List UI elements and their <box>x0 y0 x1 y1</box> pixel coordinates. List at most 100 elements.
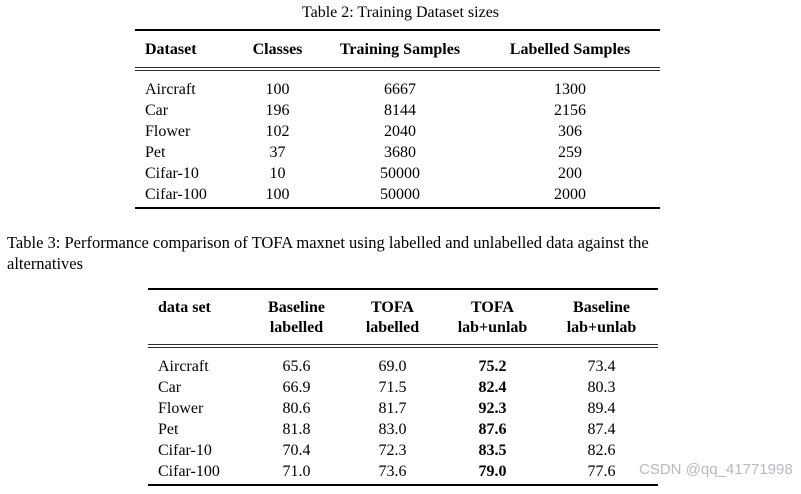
cell-labelled-samples: 2000 <box>554 186 586 203</box>
header-line: data set <box>158 299 211 316</box>
header-line: Baseline <box>573 299 630 316</box>
cell-baseline-labelled: 71.0 <box>282 463 311 480</box>
header-line: Baseline <box>268 299 325 316</box>
cell-baseline-lab-unlab: 73.4 <box>587 358 616 375</box>
cell-tofa-lab-unlab: 83.5 <box>478 442 507 459</box>
cell-dataset: Aircraft <box>145 81 196 98</box>
table-row: Aircraft 100 6667 1300 <box>135 79 660 100</box>
table-row: Car 66.9 71.5 82.4 80.3 <box>148 377 658 398</box>
cell-tofa-lab-unlab: 79.0 <box>478 463 507 480</box>
cell-dataset: Car <box>145 102 169 119</box>
cell-tofa-lab-unlab: 87.6 <box>478 421 507 438</box>
table-row: Flower 80.6 81.7 92.3 89.4 <box>148 398 658 419</box>
cell-training-samples: 6667 <box>384 81 416 98</box>
column-header-classes: Classes <box>252 41 303 58</box>
cell-data-set: Flower <box>158 400 204 417</box>
table2-header-row: Dataset Classes Training Samples Labelle… <box>135 39 660 61</box>
header-line: labelled <box>269 319 324 336</box>
header-line: lab+unlab <box>457 319 528 336</box>
cell-labelled-samples: 1300 <box>554 81 586 98</box>
column-header-dataset: Dataset <box>145 41 197 58</box>
cell-tofa-lab-unlab: 82.4 <box>478 379 507 396</box>
column-header-baseline-lab-unlab: Baseline lab+unlab <box>545 298 658 338</box>
table-row: Cifar-10 10 50000 200 <box>135 163 660 184</box>
cell-training-samples: 2040 <box>384 123 416 140</box>
cell-dataset: Cifar-100 <box>145 186 207 203</box>
cell-training-samples: 50000 <box>380 186 420 203</box>
table-row: Aircraft 65.6 69.0 75.2 73.4 <box>148 356 658 377</box>
column-header-baseline-labelled: Baseline labelled <box>248 298 345 338</box>
cell-classes: 102 <box>265 123 290 140</box>
table3-header-row: data set Baseline labelled TOFA labelled… <box>148 298 658 338</box>
cell-classes: 37 <box>269 144 286 161</box>
table-row: Pet 37 3680 259 <box>135 142 660 163</box>
cell-classes: 196 <box>265 102 290 119</box>
cell-dataset: Pet <box>145 144 166 161</box>
cell-classes: 100 <box>265 81 290 98</box>
cell-training-samples: 50000 <box>380 165 420 182</box>
cell-tofa-labelled: 71.5 <box>378 379 407 396</box>
cell-data-set: Cifar-10 <box>158 442 212 459</box>
header-line: TOFA <box>471 299 514 316</box>
cell-labelled-samples: 259 <box>558 144 582 161</box>
table3-bottom-rule <box>148 484 658 486</box>
cell-tofa-labelled: 69.0 <box>378 358 407 375</box>
table2-caption: Table 2: Training Dataset sizes <box>301 4 500 21</box>
cell-labelled-samples: 2156 <box>554 102 586 119</box>
cell-data-set: Aircraft <box>158 358 209 375</box>
cell-tofa-labelled: 72.3 <box>378 442 407 459</box>
table3-caption-line1: Table 3: Performance comparison of TOFA … <box>7 233 649 252</box>
column-header-training-samples: Training Samples <box>339 41 461 58</box>
column-header-tofa-labelled: TOFA labelled <box>345 298 440 338</box>
cell-baseline-labelled: 66.9 <box>282 379 311 396</box>
table-row: Car 196 8144 2156 <box>135 100 660 121</box>
table3-header-double-rule <box>148 344 658 348</box>
table3-caption-line2: alternatives <box>7 253 84 273</box>
table2-top-rule <box>135 29 660 31</box>
cell-training-samples: 8144 <box>384 102 416 119</box>
table2-bottom-rule <box>135 207 660 209</box>
cell-baseline-lab-unlab: 82.6 <box>587 442 616 459</box>
csdn-watermark: CSDN @qq_41771998 <box>639 461 793 478</box>
header-line: labelled <box>365 319 420 336</box>
cell-baseline-lab-unlab: 87.4 <box>587 421 616 438</box>
cell-data-set: Car <box>158 379 182 396</box>
cell-tofa-lab-unlab: 75.2 <box>478 358 507 375</box>
table3-caption: Table 3: Performance comparison of TOFA … <box>7 233 799 274</box>
cell-baseline-labelled: 81.8 <box>282 421 311 438</box>
cell-baseline-lab-unlab: 77.6 <box>587 463 616 480</box>
cell-baseline-labelled: 80.6 <box>282 400 311 417</box>
column-header-tofa-lab-unlab: TOFA lab+unlab <box>440 298 545 338</box>
cell-baseline-labelled: 65.6 <box>282 358 311 375</box>
cell-baseline-labelled: 70.4 <box>282 442 311 459</box>
table2-header-double-rule <box>135 67 660 71</box>
table3-performance-comparison: data set Baseline labelled TOFA labelled… <box>148 288 658 486</box>
table-row: Pet 81.8 83.0 87.6 87.4 <box>148 419 658 440</box>
table-row: Cifar-10 70.4 72.3 83.5 82.6 <box>148 440 658 461</box>
table2-body: Aircraft 100 6667 1300 Car 196 8144 2156… <box>135 79 660 205</box>
table3-top-rule <box>148 288 658 290</box>
header-line: lab+unlab <box>566 319 637 336</box>
cell-training-samples: 3680 <box>384 144 416 161</box>
cell-dataset: Cifar-10 <box>145 165 199 182</box>
column-header-data-set: data set <box>148 298 248 338</box>
table-row: Cifar-100 71.0 73.6 79.0 77.6 <box>148 461 658 482</box>
header-line: TOFA <box>371 299 414 316</box>
cell-baseline-lab-unlab: 89.4 <box>587 400 616 417</box>
cell-tofa-labelled: 83.0 <box>378 421 407 438</box>
cell-tofa-labelled: 81.7 <box>378 400 407 417</box>
cell-baseline-lab-unlab: 80.3 <box>587 379 616 396</box>
table2-training-dataset-sizes: Dataset Classes Training Samples Labelle… <box>135 29 660 209</box>
cell-labelled-samples: 200 <box>558 165 582 182</box>
column-header-labelled-samples: Labelled Samples <box>509 41 631 58</box>
table3-body: Aircraft 65.6 69.0 75.2 73.4 Car 66.9 71… <box>148 356 658 482</box>
cell-classes: 100 <box>265 186 290 203</box>
cell-tofa-labelled: 73.6 <box>378 463 407 480</box>
table-row: Flower 102 2040 306 <box>135 121 660 142</box>
cell-tofa-lab-unlab: 92.3 <box>478 400 507 417</box>
cell-data-set: Pet <box>158 421 179 438</box>
table-row: Cifar-100 100 50000 2000 <box>135 184 660 205</box>
cell-data-set: Cifar-100 <box>158 463 220 480</box>
cell-classes: 10 <box>269 165 286 182</box>
cell-dataset: Flower <box>145 123 191 140</box>
